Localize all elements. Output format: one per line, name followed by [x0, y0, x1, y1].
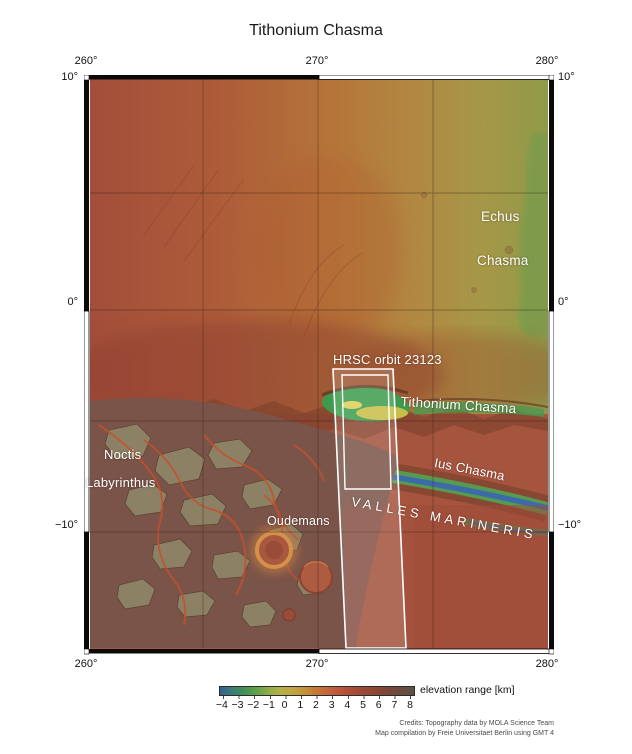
axis-right-10: 10° — [558, 71, 575, 83]
label-noctis-line1: Noctis — [104, 447, 142, 462]
colorbar-tick-labels: −4 −3 −2 −1 0 1 2 3 4 5 6 7 8 — [214, 699, 418, 711]
axis-right-m10: −10° — [558, 519, 582, 531]
tick-label: 0 — [281, 699, 288, 711]
tick-label: 2 — [313, 699, 319, 711]
axis-left-10: 10° — [61, 71, 78, 83]
label-echus-line2: Chasma — [477, 253, 529, 268]
credits-line1: Credits: Topography data by MOLA Science… — [399, 720, 554, 727]
colorbar-title: elevation range [km] — [420, 684, 515, 696]
axis-left-0: 0° — [67, 296, 78, 308]
axis-bottom-260: 260° — [74, 658, 98, 670]
axis-right-0: 0° — [558, 296, 569, 308]
tick-label: −2 — [247, 699, 260, 711]
tick-label: 7 — [391, 699, 398, 711]
tick-label: −1 — [262, 699, 275, 711]
page-title: Tithonium Chasma — [249, 22, 383, 39]
map-frame — [83, 74, 555, 655]
tick-label: 3 — [328, 699, 335, 711]
tick-label: −3 — [231, 699, 244, 711]
colorbar-tick-marks — [223, 696, 412, 699]
hrsc-swath-highlight — [333, 369, 406, 648]
label-hrsc-orbit: HRSC orbit 23123 — [333, 352, 442, 367]
axis-bottom-280: 280° — [535, 658, 559, 670]
tick-label: 5 — [360, 699, 366, 711]
tick-label: 1 — [297, 699, 304, 711]
axis-top-260: 260° — [74, 55, 98, 67]
map-canvas — [83, 74, 555, 655]
hrsc-image-footprint — [341, 374, 392, 490]
axis-left-m10: −10° — [54, 519, 78, 531]
axis-top-280: 280° — [535, 55, 559, 67]
hrsc-orbit-outline — [332, 368, 407, 649]
label-noctis-line2: Labyrinthus — [86, 475, 156, 490]
tick-label: 8 — [407, 699, 414, 711]
axis-bottom-270: 270° — [305, 658, 329, 670]
credits-line2: Map compilation by Freie Universitaet Be… — [375, 729, 554, 737]
tick-label: 6 — [375, 699, 382, 711]
credits: Credits: Topography data by MOLA Science… — [375, 719, 554, 738]
label-oudemans: Oudemans — [267, 514, 330, 528]
mars-topo-map — [83, 74, 555, 655]
tick-label: 4 — [344, 699, 351, 711]
elevation-colorbar — [219, 686, 415, 696]
tick-label: −4 — [215, 699, 228, 711]
label-echus-line1: Echus — [481, 209, 520, 224]
axis-top-270: 270° — [305, 55, 329, 67]
